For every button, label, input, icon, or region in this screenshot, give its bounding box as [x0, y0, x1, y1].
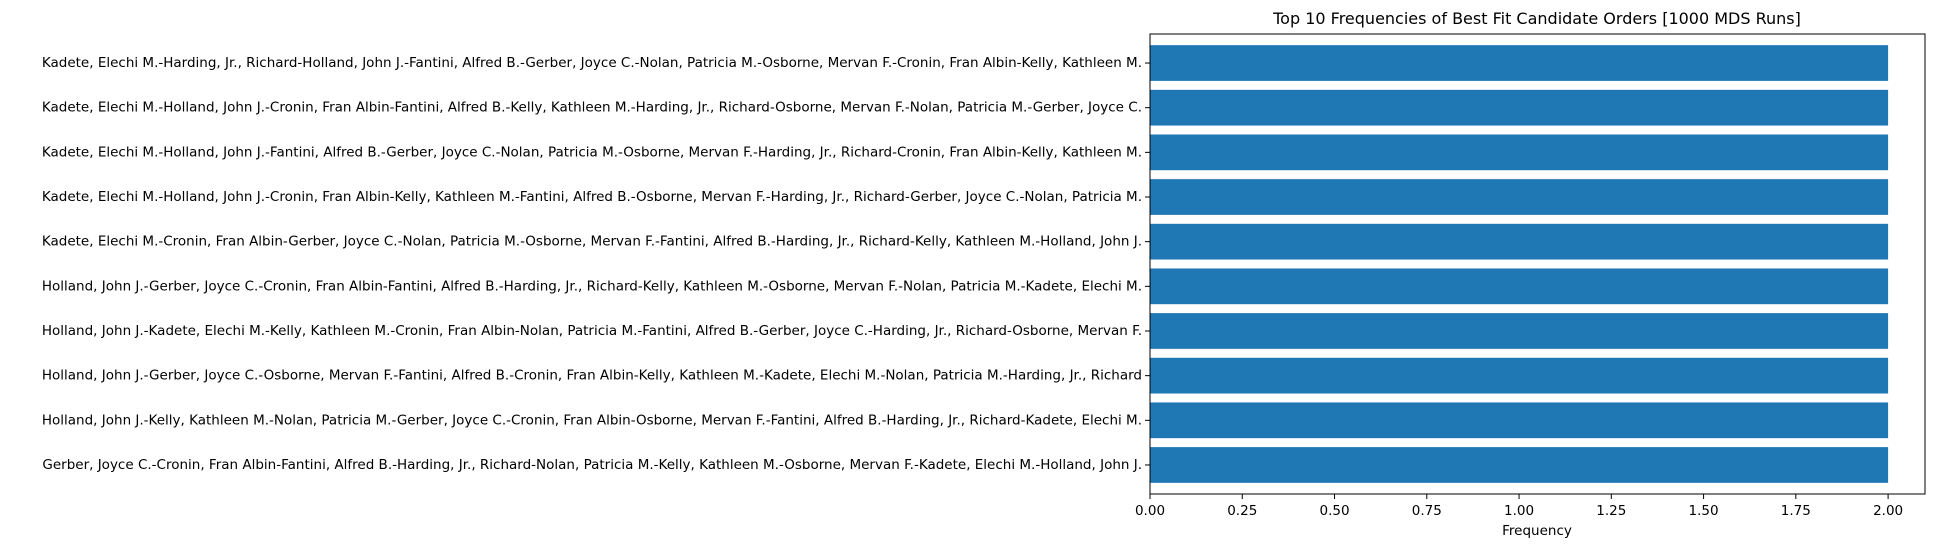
- category-label: Holland, John J.-Kadete, Elechi M.-Kelly…: [42, 323, 1142, 339]
- x-tick-label: 0.25: [1227, 503, 1257, 519]
- bar: [1150, 357, 1889, 394]
- bars-layer: [1150, 45, 1889, 483]
- category-labels: Kadete, Elechi M.-Harding, Jr., Richard-…: [42, 55, 1150, 473]
- x-tick-label: 0.00: [1135, 503, 1165, 519]
- category-label: Holland, John J.-Gerber, Joyce C.-Cronin…: [42, 278, 1142, 294]
- x-tick-label: 1.00: [1504, 503, 1534, 519]
- bar: [1150, 268, 1889, 305]
- x-tick-label: 1.75: [1781, 503, 1811, 519]
- x-tick-label: 1.25: [1596, 503, 1626, 519]
- x-tick-label: 0.75: [1412, 503, 1442, 519]
- x-tick-label: 1.50: [1689, 503, 1719, 519]
- bar: [1150, 89, 1889, 126]
- bar: [1150, 402, 1889, 439]
- x-tick-label: 2.00: [1873, 503, 1903, 519]
- category-label: Gerber, Joyce C.-Cronin, Fran Albin-Fant…: [42, 457, 1142, 473]
- bar: [1150, 313, 1889, 349]
- x-tick-label: 0.50: [1319, 503, 1349, 519]
- bar: [1150, 179, 1889, 215]
- category-label: Kadete, Elechi M.-Holland, John J.-Croni…: [42, 100, 1142, 116]
- category-label: Kadete, Elechi M.-Harding, Jr., Richard-…: [42, 55, 1142, 71]
- x-axis-label: Frequency: [1502, 523, 1572, 539]
- bar: [1150, 45, 1889, 81]
- category-label: Kadete, Elechi M.-Holland, John J.-Fanti…: [42, 144, 1142, 160]
- category-label: Holland, John J.-Kelly, Kathleen M.-Nola…: [42, 412, 1142, 428]
- category-label: Kadete, Elechi M.-Holland, John J.-Croni…: [42, 189, 1142, 205]
- bar: [1150, 447, 1889, 483]
- category-label: Kadete, Elechi M.-Cronin, Fran Albin-Ger…: [42, 234, 1142, 250]
- bar: [1150, 223, 1889, 260]
- chart-title: Top 10 Frequencies of Best Fit Candidate…: [1272, 9, 1801, 28]
- x-axis: 0.00 0.25 0.50 0.75 1.00 1.25 1.50 1.75 2.00: [1135, 494, 1903, 519]
- plot-frame: [1149, 33, 1926, 495]
- bar: [1150, 134, 1889, 171]
- category-label: Holland, John J.-Gerber, Joyce C.-Osborn…: [42, 368, 1142, 384]
